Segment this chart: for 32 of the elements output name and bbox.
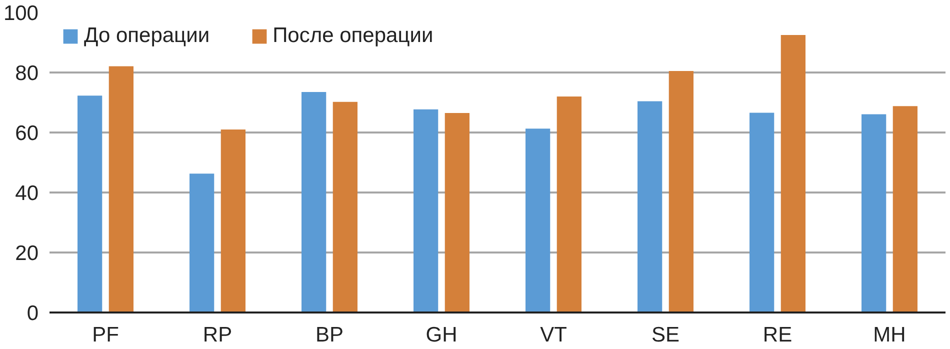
x-tick-label: BP [315, 324, 344, 346]
x-tick-label: RE [762, 324, 792, 346]
y-tick-label: 60 [15, 122, 38, 145]
bar [220, 130, 246, 312]
y-tick-label: 20 [15, 242, 38, 265]
bar [108, 66, 134, 312]
bar [302, 92, 326, 312]
x-tick-label: PF [92, 324, 119, 346]
bar [414, 109, 438, 312]
x-tick-label: MH [873, 324, 906, 346]
bar [780, 35, 806, 312]
bar [556, 96, 582, 312]
legend-label: До операции [84, 24, 210, 48]
bar [78, 96, 102, 312]
bar [190, 174, 214, 312]
x-tick-label: VT [540, 324, 568, 346]
bar [526, 128, 550, 312]
x-tick-label: SE [651, 324, 680, 346]
bar [332, 102, 358, 312]
x-tick-label: RP [202, 324, 232, 346]
bar [444, 113, 470, 312]
bar [638, 101, 662, 312]
bar [892, 106, 918, 312]
bar [750, 112, 774, 312]
y-tick-label: 40 [15, 182, 38, 205]
y-tick-label: 0 [26, 302, 39, 325]
legend-label: После операции [272, 24, 434, 48]
y-tick-label: 80 [15, 62, 38, 85]
y-tick-label: 100 [3, 2, 39, 25]
x-tick-label: GH [426, 324, 458, 346]
bar [668, 71, 694, 312]
bar [862, 114, 886, 312]
